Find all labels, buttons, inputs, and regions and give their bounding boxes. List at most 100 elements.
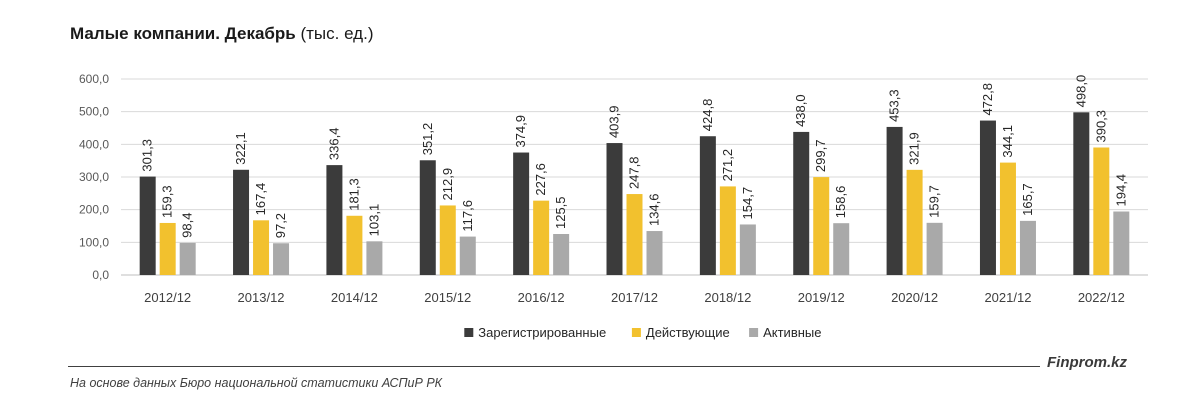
data-label: 344,1 <box>1000 125 1015 158</box>
data-label: 336,4 <box>326 128 341 161</box>
bar <box>326 165 343 275</box>
data-label: 374,9 <box>513 115 528 148</box>
data-label: 271,2 <box>720 149 735 182</box>
bar <box>833 223 850 275</box>
x-tick-label: 2014/12 <box>331 290 378 305</box>
bar <box>626 194 643 275</box>
data-label: 453,3 <box>887 89 902 122</box>
bar <box>439 205 456 275</box>
footer-divider <box>68 366 1040 367</box>
bar <box>513 152 530 275</box>
bar-chart: 0,0 100,0 200,0 300,0 400,0 500,0 600,0 301,3 1… <box>79 72 1148 340</box>
legend-swatch <box>749 328 759 337</box>
data-label: 472,8 <box>980 83 995 116</box>
bar <box>233 169 250 275</box>
x-tick-label: 2022/12 <box>1078 290 1125 305</box>
data-label: 438,0 <box>793 94 808 127</box>
x-tick-label: 2012/12 <box>144 290 191 305</box>
legend-label: Активные <box>763 325 821 340</box>
legend-label: Действующие <box>646 325 730 340</box>
data-label: 167,4 <box>253 183 268 216</box>
y-tick-label: 500,0 <box>79 105 109 119</box>
data-label: 498,0 <box>1073 75 1088 108</box>
y-tick-label: 300,0 <box>79 170 109 184</box>
y-tick-label: 200,0 <box>79 203 109 217</box>
bar <box>553 234 570 275</box>
bar <box>699 136 716 275</box>
data-label: 181,3 <box>346 178 361 211</box>
legend: Зарегистрированные Действующие Активные <box>464 325 821 340</box>
data-label: 424,8 <box>700 99 715 132</box>
bar <box>813 177 830 275</box>
bar <box>139 176 156 275</box>
y-tick-label: 400,0 <box>79 137 109 151</box>
data-label: 103,1 <box>366 204 381 237</box>
bar <box>366 241 383 275</box>
chart-title: Малые компании. Декабрь (тыс. ед.) <box>70 24 373 44</box>
data-label: 247,8 <box>627 157 642 190</box>
y-tick-label: 100,0 <box>79 235 109 249</box>
bar <box>646 231 663 275</box>
x-tick-label: 2016/12 <box>518 290 565 305</box>
brand-logo-text: Finprom.kz <box>1047 354 1128 371</box>
bar <box>346 215 363 275</box>
data-label: 154,7 <box>740 187 755 220</box>
data-label: 134,6 <box>647 193 662 226</box>
bar <box>419 160 436 275</box>
data-label: 227,6 <box>533 163 548 196</box>
data-label: 390,3 <box>1093 110 1108 143</box>
bar <box>253 220 270 275</box>
x-tick-label: 2013/12 <box>238 290 285 305</box>
bar <box>926 222 943 275</box>
legend-swatch <box>464 328 474 337</box>
chart-title-main: Малые компании. Декабрь <box>70 24 296 43</box>
bar <box>979 120 996 275</box>
bar <box>999 162 1016 275</box>
bar <box>719 186 736 275</box>
data-label: 351,2 <box>420 123 435 156</box>
data-label: 194,4 <box>1113 174 1128 207</box>
data-label: 159,7 <box>927 185 942 218</box>
data-label: 403,9 <box>607 106 622 139</box>
x-axis: 2012/12 2013/12 2014/12 2015/12 2016/12 2017/… <box>144 290 1125 305</box>
x-tick-label: 2020/12 <box>891 290 938 305</box>
x-tick-label: 2019/12 <box>798 290 845 305</box>
bar <box>273 243 290 275</box>
data-label: 165,7 <box>1020 183 1035 216</box>
chart-title-unit: (тыс. ед.) <box>300 24 374 43</box>
y-tick-label: 0,0 <box>92 268 109 282</box>
bar <box>886 126 903 275</box>
data-label: 212,9 <box>440 168 455 201</box>
data-label: 159,3 <box>160 185 175 218</box>
legend-swatch <box>631 328 641 337</box>
x-tick-label: 2017/12 <box>611 290 658 305</box>
data-label: 98,4 <box>180 213 195 238</box>
bar <box>533 200 550 275</box>
data-label: 125,5 <box>553 196 568 229</box>
bar <box>179 242 196 275</box>
bar <box>1073 112 1090 275</box>
data-label: 299,7 <box>813 140 828 173</box>
legend-label: Зарегистрированные <box>478 325 606 340</box>
bar <box>793 131 810 275</box>
data-label: 117,6 <box>460 200 475 232</box>
x-tick-label: 2021/12 <box>984 290 1031 305</box>
data-label: 321,9 <box>907 132 922 165</box>
bar <box>1093 147 1110 275</box>
data-label: 97,2 <box>273 213 288 238</box>
bar <box>459 236 476 275</box>
bar <box>1019 220 1036 275</box>
x-tick-label: 2015/12 <box>424 290 471 305</box>
gridlines <box>121 78 1148 276</box>
bar <box>906 169 923 275</box>
bar <box>159 222 176 275</box>
data-label: 158,6 <box>833 186 848 219</box>
bar <box>1113 211 1130 275</box>
data-label: 301,3 <box>140 139 155 172</box>
data-label: 322,1 <box>233 132 248 165</box>
bar <box>606 143 623 275</box>
source-note: На основе данных Бюро национальной стати… <box>70 376 443 390</box>
bar <box>739 224 756 275</box>
x-tick-label: 2018/12 <box>704 290 751 305</box>
y-axis: 0,0 100,0 200,0 300,0 400,0 500,0 600,0 <box>79 72 109 282</box>
